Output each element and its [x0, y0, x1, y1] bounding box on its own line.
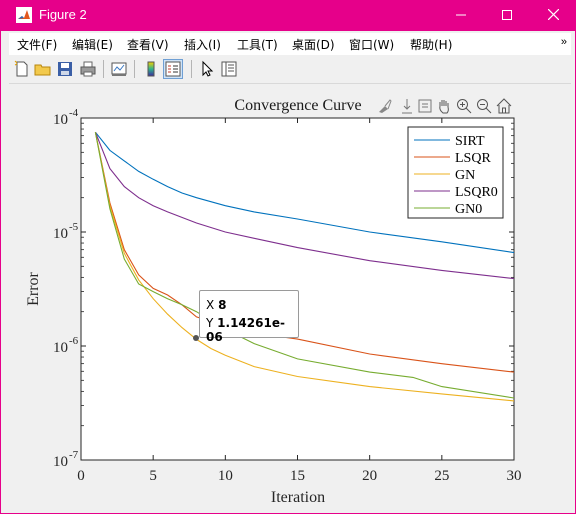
menu-insert[interactable]: 插入(I)	[184, 38, 221, 52]
y-tick-label: 10	[53, 340, 68, 356]
y-tick-label-exponent: -6	[69, 335, 79, 347]
menu-file[interactable]: 文件(F)	[17, 38, 58, 52]
chart-title: Convergence Curve	[234, 97, 361, 114]
x-tick-label: 20	[362, 468, 377, 484]
legend-label-gn0: GN0	[455, 202, 482, 217]
x-tick-label: 0	[77, 468, 85, 484]
menu-bar: 文件(F) 编辑(E) 查看(V) 插入(I) 工具(T) 桌面(D) 窗口(W…	[9, 33, 571, 55]
legend-icon[interactable]	[163, 59, 183, 79]
colorbar-icon[interactable]	[141, 59, 161, 79]
new-figure-icon[interactable]	[12, 59, 32, 79]
menu-tools[interactable]: 工具(T)	[237, 38, 278, 52]
close-icon	[547, 8, 559, 21]
datatip-x-label: X	[206, 298, 215, 312]
menu-desktop[interactable]: 桌面(D)	[292, 38, 335, 52]
datatip-y-label: Y	[206, 316, 214, 330]
zoom-out-icon[interactable]	[475, 97, 493, 115]
maximize-icon	[502, 10, 512, 20]
minimize-icon	[456, 14, 466, 16]
legend-label-sirt: SIRT	[455, 134, 485, 149]
data-tips-icon[interactable]	[398, 97, 416, 115]
series-line-lsqr	[94, 132, 515, 373]
legend-box	[407, 126, 504, 219]
pointer-icon[interactable]	[197, 59, 217, 79]
close-button[interactable]	[530, 0, 576, 31]
y-axis-label: Error	[25, 271, 42, 305]
toolbar-separator	[103, 60, 104, 78]
y-tick-label: 10	[53, 226, 68, 242]
x-tick-label: 5	[149, 468, 157, 484]
datatip-x-value: 8	[218, 298, 227, 312]
figure-toolbar	[9, 56, 571, 84]
menu-view[interactable]: 查看(V)	[127, 38, 169, 52]
y-tick-label: 10	[53, 454, 68, 470]
menu-edit[interactable]: 编辑(E)	[72, 38, 113, 52]
link-plot-icon[interactable]	[109, 59, 129, 79]
series-line-gn0	[94, 132, 515, 399]
toolbar-separator	[191, 60, 192, 78]
legend-label-gn: GN	[455, 168, 475, 183]
x-tick-label: 15	[290, 468, 305, 484]
toolbar-separator	[134, 60, 135, 78]
chevron-double-icon[interactable]: »	[560, 36, 567, 48]
legend-label-lsqr0: LSQR0	[455, 185, 498, 200]
x-tick-label: 10	[218, 468, 233, 484]
x-tick-label: 25	[434, 468, 449, 484]
y-tick-label-exponent: -7	[69, 449, 79, 461]
datatip-marker[interactable]	[193, 335, 199, 341]
pan-icon[interactable]	[435, 97, 453, 115]
print-icon[interactable]	[78, 59, 98, 79]
y-tick-label: 10	[53, 112, 68, 128]
home-icon[interactable]	[495, 97, 513, 115]
zoom-in-icon[interactable]	[455, 97, 473, 115]
y-tick-label-exponent: -5	[69, 221, 79, 233]
menu-help[interactable]: 帮助(H)	[410, 38, 453, 52]
legend-label-lsqr: LSQR	[455, 151, 491, 166]
brush-icon[interactable]	[376, 97, 394, 115]
series-line-sirt	[94, 131, 515, 254]
title-bar[interactable]: Figure 2	[1, 0, 576, 31]
matlab-logo-icon	[16, 7, 32, 23]
window-title: Figure 2	[39, 7, 87, 22]
minimize-button[interactable]	[438, 0, 484, 31]
open-icon[interactable]	[33, 59, 53, 79]
datatip[interactable]: X 8 Y 1.14261e-06	[199, 290, 299, 344]
menu-window[interactable]: 窗口(W)	[349, 38, 395, 52]
select-rect-icon[interactable]	[416, 97, 434, 115]
x-axis-label: Iteration	[271, 489, 325, 506]
save-icon[interactable]	[55, 59, 75, 79]
maximize-button[interactable]	[484, 0, 530, 31]
x-tick-label: 30	[507, 468, 522, 484]
datatip-y-value: 1.14261e-06	[206, 316, 285, 344]
property-inspector-icon[interactable]	[219, 59, 239, 79]
series-line-lsqr0	[94, 131, 515, 280]
y-tick-label-exponent: -4	[69, 107, 79, 119]
